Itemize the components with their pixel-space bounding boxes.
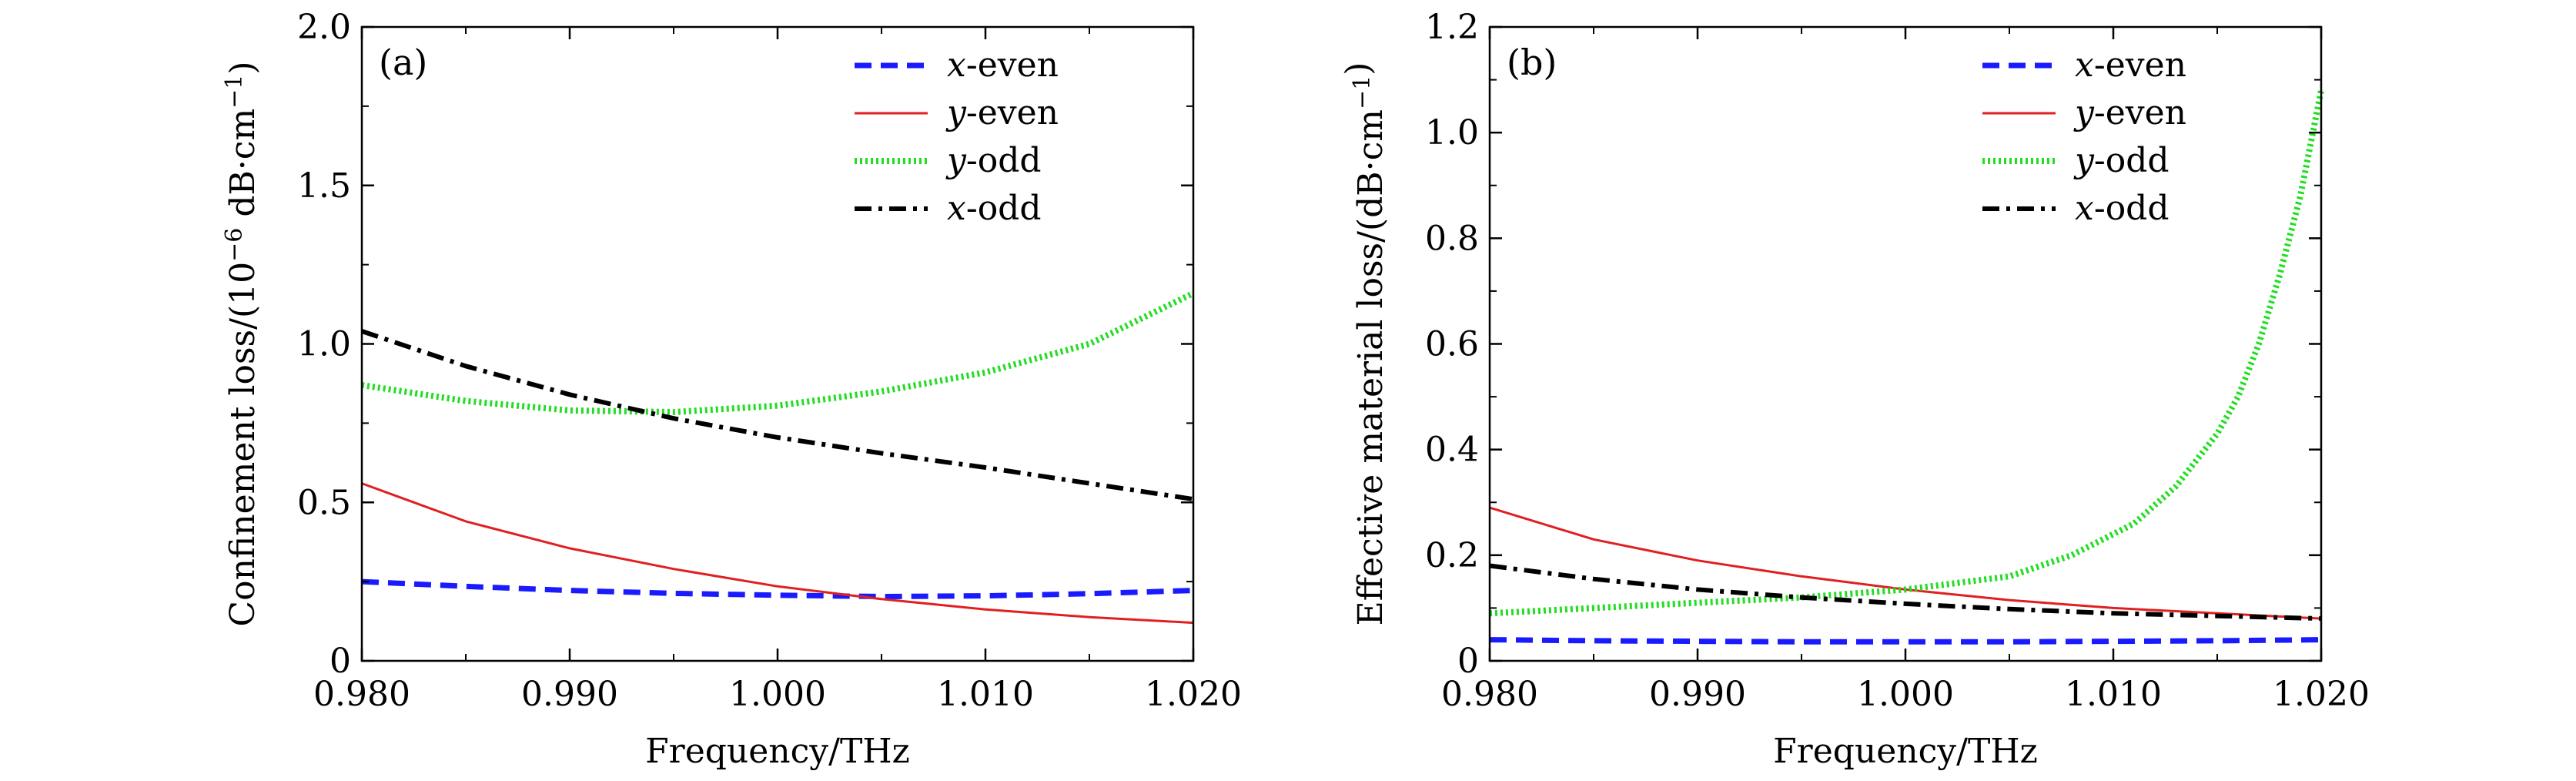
y-tick-label: 0.6 [1425, 325, 1479, 364]
legend-label-x-even: x-even [947, 45, 1059, 85]
y-tick-label: 1.0 [297, 325, 351, 364]
legend-label-rest: -odd [2094, 189, 2170, 228]
y-axis-title-prefix: Confinement loss/(10 [223, 262, 263, 627]
legend-label-rest: -even [966, 93, 1059, 132]
y-tick-label: 1.2 [1425, 8, 1479, 47]
legend-label-var: x [2075, 45, 2094, 85]
x-axis-title: Frequency/THz [1773, 732, 2038, 771]
y-axis-title-sup2: −1 [221, 75, 248, 109]
legend-label-x-odd: x-odd [947, 189, 1042, 228]
legend-label-y-odd: y-odd [2073, 141, 2170, 180]
x-tick-label: 1.000 [729, 675, 826, 714]
x-tick-label: 0.980 [1441, 675, 1538, 714]
x-tick-label: 1.010 [2065, 675, 2162, 714]
y-axis-title-prefix: Effective material loss/(dB·cm [1351, 109, 1390, 625]
panel-label: (a) [379, 42, 427, 83]
x-tick-label: 1.020 [1145, 675, 1242, 714]
legend-label-rest: -odd [2094, 141, 2170, 180]
x-tick-label: 1.020 [2273, 675, 2370, 714]
legend-label-y-even: y-even [2073, 93, 2186, 132]
series-line-x-even [361, 578, 1194, 599]
y-tick-label: 0.4 [1425, 431, 1479, 470]
legend-label-rest: -odd [966, 141, 1042, 180]
x-tick-label: 0.990 [521, 675, 618, 714]
y-axis-title-suffix: ) [1339, 62, 1378, 75]
series-line-x-odd [1489, 563, 2322, 622]
series-line-y-odd [1489, 89, 2324, 617]
legend-label-var: x [2075, 189, 2094, 228]
series-line-y-odd [361, 290, 1195, 415]
legend-label-var: x [947, 45, 966, 85]
y-tick-label: 2.0 [297, 8, 351, 47]
y-axis-title-sup: −1 [1349, 75, 1376, 109]
y-tick-label: 1.0 [1425, 113, 1479, 153]
legend-label-var: y [2073, 141, 2095, 180]
legend-label-y-odd: y-odd [945, 141, 1042, 180]
legend-label-rest: -even [2094, 93, 2186, 132]
legend-label-rest: -even [2094, 45, 2186, 85]
series-line-x-odd [361, 329, 1194, 502]
legend-label-y-even: y-even [945, 93, 1059, 132]
y-tick-label: 0.5 [297, 483, 351, 522]
chart-panel-b: 0.980 0.990 1.000 1.010 1.020 0 0.2 0.4 0.6 0.8 1.… [1339, 8, 2370, 771]
x-tick-label: 0.980 [313, 675, 410, 714]
y-tick-label: 0 [1457, 642, 1479, 681]
series-line-y-even [361, 482, 1194, 625]
x-tick-label: 1.010 [937, 675, 1034, 714]
plot-frame [1488, 25, 2323, 662]
y-axis-title-suffix: ) [223, 61, 263, 74]
legend-label-var: x [947, 189, 966, 228]
legend-label-x-even: x-even [2075, 45, 2186, 85]
legend-label-var: y [945, 141, 967, 180]
y-axis-title: Confinement loss/(10−6 dB·cm−1) [221, 61, 263, 626]
legend-label-var: y [945, 93, 967, 132]
y-axis-title-sup: −6 [221, 228, 248, 262]
x-axis-title: Frequency/THz [645, 732, 910, 771]
plot-frame [360, 25, 1195, 662]
y-tick-label: 0.8 [1425, 219, 1479, 258]
y-tick-label: 0.2 [1425, 536, 1479, 575]
legend-label-x-odd: x-odd [2075, 189, 2170, 228]
series-line-x-even [1489, 637, 2322, 645]
legend-label-rest: -odd [966, 189, 1042, 228]
legend-label-rest: -even [966, 45, 1059, 85]
y-tick-label: 1.5 [297, 166, 351, 206]
y-axis-title-mid: dB·cm [223, 109, 263, 228]
y-tick-label: 0 [330, 642, 351, 681]
legend-label-var: y [2073, 93, 2095, 132]
panel-label: (b) [1507, 42, 1557, 83]
x-tick-label: 1.000 [1857, 675, 1954, 714]
chart-panel-a: 0.980 0.990 1.000 1.010 1.020 0 0.5 1.0 1.5 2.0 Fr… [221, 8, 1242, 771]
y-axis-title: Effective material loss/(dB·cm−1) [1339, 62, 1390, 626]
x-tick-label: 0.990 [1649, 675, 1746, 714]
